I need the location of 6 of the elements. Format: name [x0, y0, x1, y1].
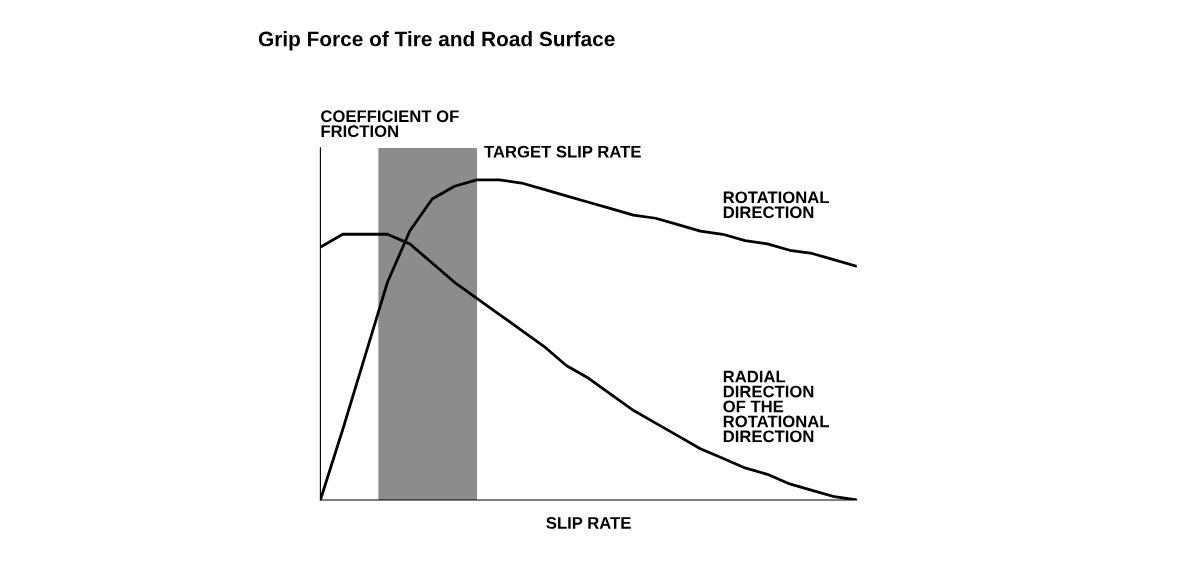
y-axis-title: COEFFICIENT OF FRICTION [321, 110, 459, 138]
chart-title: Grip Force of Tire and Road Surface [258, 31, 615, 51]
text: TARGET SLIP RATE [484, 145, 641, 158]
series-label: ROTATIONAL DIRECTION [723, 191, 829, 219]
x-axis-title: SLIP RATE [546, 517, 631, 529]
series-label: RADIAL DIRECTION OF THE ROTATIONAL DIRECTION [723, 370, 829, 443]
